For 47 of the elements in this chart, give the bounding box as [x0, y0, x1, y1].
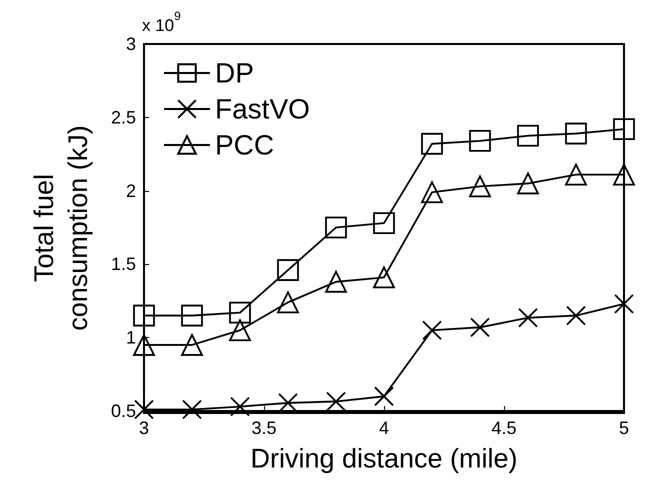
- point: [181, 304, 203, 326]
- point: [469, 175, 491, 198]
- x-tick-label: 3: [138, 418, 150, 438]
- point: [373, 212, 395, 234]
- x-tick-label: 4: [378, 418, 390, 438]
- x-tick-label: 3.5: [251, 418, 277, 438]
- point: [614, 294, 634, 314]
- point: [133, 304, 155, 326]
- point: [374, 386, 394, 406]
- legend-label: PCC: [215, 130, 274, 160]
- point: [517, 124, 539, 147]
- point: [326, 392, 346, 412]
- point: [277, 291, 299, 314]
- point: [422, 320, 442, 340]
- y-axis-title: Total fuel consumption (kJ): [29, 125, 93, 331]
- point: [373, 266, 395, 288]
- point: [565, 122, 587, 144]
- y-tick-label: 3: [126, 34, 136, 54]
- point: [469, 130, 491, 152]
- point: [277, 259, 299, 281]
- legend-label: FastVO: [215, 94, 310, 124]
- point: [230, 396, 250, 416]
- point: [565, 164, 587, 186]
- y-tick-label: 0.5: [110, 401, 136, 421]
- point: [470, 317, 490, 338]
- y-tick-label: 1.5: [110, 254, 136, 274]
- x-tick-label: 4.5: [491, 418, 517, 438]
- y-tick-label: 1: [126, 328, 136, 348]
- point: [229, 319, 251, 342]
- point: [613, 118, 635, 140]
- x-tick-label: 5: [618, 418, 630, 438]
- point: [325, 216, 347, 238]
- point: [613, 164, 635, 186]
- point: [325, 270, 347, 293]
- point: [182, 400, 202, 420]
- point: [181, 334, 203, 356]
- point: [566, 306, 586, 326]
- point: [229, 302, 251, 324]
- y-tick-label: 2.5: [110, 107, 136, 128]
- point: [517, 172, 539, 194]
- point: [134, 400, 154, 420]
- legend-label: DP: [215, 58, 254, 88]
- point: [421, 181, 443, 204]
- y-tick-label: 2: [126, 180, 136, 201]
- point: [518, 308, 538, 328]
- x-axis-title: Driving distance (mile): [250, 444, 518, 474]
- point: [421, 132, 443, 155]
